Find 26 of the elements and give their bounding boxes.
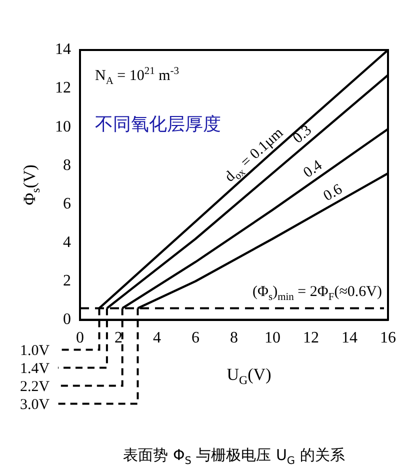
y-tick-label: 6 <box>63 195 71 212</box>
y-tick-label: 0 <box>63 311 71 328</box>
x-tick-label: 16 <box>380 330 396 347</box>
x-tick-label: 0 <box>76 330 84 347</box>
y-tick-label: 2 <box>63 272 71 290</box>
x-tick-label: 10 <box>264 330 280 347</box>
text: 0.3 <box>290 122 315 147</box>
x-tick-label: 4 <box>153 330 161 347</box>
annotation: 1.4V <box>20 360 50 377</box>
x-tick-label: 14 <box>342 330 358 347</box>
y-tick-label: 14 <box>55 41 71 58</box>
x-tick-label: 2 <box>114 330 122 347</box>
annotation: 1.0V <box>20 342 50 359</box>
y-tick-label: 10 <box>55 118 71 136</box>
annotation: 2.2V <box>20 378 50 395</box>
y-tick-label: 12 <box>55 80 71 97</box>
y-tick-label: 4 <box>63 234 71 251</box>
x-tick-label: 6 <box>192 330 200 347</box>
text: 0.4 <box>300 157 326 182</box>
annotation: 3.0V <box>20 396 50 413</box>
text: 0.6 <box>320 181 346 205</box>
annotation: 不同氧化层厚度 <box>95 114 221 135</box>
x-tick-label: 12 <box>303 330 319 347</box>
y-tick-label: 8 <box>63 156 71 174</box>
x-tick-label: 8 <box>230 330 238 347</box>
y-axis-title: Φs(V) <box>20 164 42 206</box>
